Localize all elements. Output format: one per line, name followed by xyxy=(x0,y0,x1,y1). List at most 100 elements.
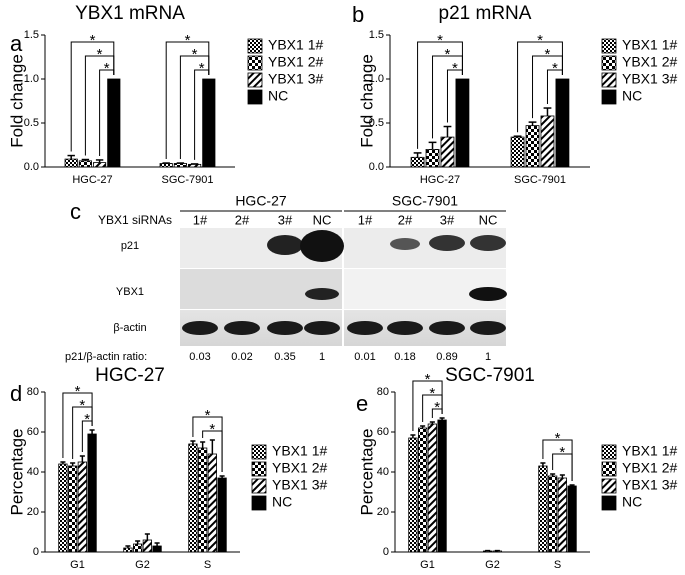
bar xyxy=(218,478,226,552)
y-tick-label: 0.0 xyxy=(24,161,39,173)
y-tick-label: 1.0 xyxy=(24,73,39,85)
y-tick-label: 0.0 xyxy=(369,161,384,173)
bar xyxy=(189,444,197,552)
y-tick-label: 0 xyxy=(383,546,389,558)
panel-letter: a xyxy=(10,31,23,56)
panel-letter: e xyxy=(356,391,368,416)
error-bar xyxy=(544,108,552,116)
y-tick-label: 40 xyxy=(377,466,389,478)
error-bar xyxy=(190,441,195,444)
significance-mark: * xyxy=(545,46,551,63)
bar xyxy=(78,462,86,552)
error-bar xyxy=(80,456,85,462)
panel-letter: c xyxy=(70,199,81,224)
error-bar xyxy=(514,136,522,137)
y-tick-label: 1.5 xyxy=(369,29,384,41)
significance-mark: * xyxy=(537,32,543,49)
x-tick-label: G2 xyxy=(135,559,150,570)
legend-label: YBX1 3# xyxy=(622,477,677,493)
blot-header: YBX1 siRNAs xyxy=(98,213,172,227)
bar xyxy=(568,486,576,552)
x-tick-label: S xyxy=(554,559,561,570)
bar xyxy=(511,137,524,167)
error-bar xyxy=(67,156,74,160)
significance-mark: * xyxy=(97,46,103,63)
significance-mark: * xyxy=(559,444,565,461)
legend-label: YBX1 2# xyxy=(268,54,323,70)
significance-mark: * xyxy=(90,32,96,49)
legend-label: YBX1 1# xyxy=(622,37,677,53)
bar xyxy=(438,420,446,552)
lane-label: NC xyxy=(313,212,332,227)
y-tick-label: 60 xyxy=(377,426,389,438)
significance-mark: * xyxy=(445,46,451,63)
error-bar xyxy=(70,463,75,466)
lane-label: 1# xyxy=(358,212,373,227)
chart-title: p21 mRNA xyxy=(439,3,532,24)
significance-mark: * xyxy=(434,399,440,416)
bar xyxy=(548,476,556,552)
error-bar xyxy=(429,142,437,149)
bar xyxy=(108,79,120,167)
y-tick-label: 0 xyxy=(33,546,39,558)
legend-swatch xyxy=(602,90,616,104)
legend-label: YBX1 2# xyxy=(622,460,677,476)
panel-letter: b xyxy=(352,2,364,27)
error-bar xyxy=(444,127,452,138)
bar xyxy=(143,540,151,552)
bar xyxy=(409,438,417,552)
bar xyxy=(153,546,161,552)
y-axis-label: Percentage xyxy=(7,429,26,516)
error-bar xyxy=(135,541,140,544)
legend-label: YBX1 2# xyxy=(272,460,327,476)
bar xyxy=(79,161,91,167)
bar xyxy=(558,478,566,552)
legend-swatch xyxy=(252,462,266,476)
ratio-value: 0.89 xyxy=(436,351,457,363)
significance-mark: * xyxy=(209,421,215,438)
band xyxy=(470,235,506,251)
error-bar xyxy=(145,534,150,540)
lane-label: 3# xyxy=(440,212,455,227)
bar xyxy=(68,466,76,552)
legend-label: YBX1 3# xyxy=(622,71,677,87)
y-tick-label: 0.5 xyxy=(24,117,39,129)
error-bar xyxy=(90,430,95,434)
x-tick-label: HGC-27 xyxy=(72,174,112,186)
bar xyxy=(93,163,105,167)
bar xyxy=(174,163,186,167)
bar xyxy=(526,126,539,167)
y-axis-label: Fold change xyxy=(357,54,376,148)
band xyxy=(429,235,465,251)
bar xyxy=(203,79,215,167)
y-tick-label: 80 xyxy=(27,386,39,398)
bar xyxy=(160,163,172,167)
bar xyxy=(541,116,554,167)
ratio-label: p21/β-actin ratio: xyxy=(65,351,147,363)
blot-images xyxy=(180,228,507,346)
significance-mark: * xyxy=(185,32,191,49)
legend-label: YBX1 3# xyxy=(272,477,327,493)
bar xyxy=(456,79,469,167)
y-tick-label: 20 xyxy=(377,506,389,518)
bar xyxy=(188,164,200,167)
legend-swatch xyxy=(602,496,616,510)
ratio-value: 0.18 xyxy=(394,351,415,363)
bar xyxy=(426,149,439,167)
legend-swatch xyxy=(602,445,616,459)
bar xyxy=(124,548,132,552)
legend-swatch xyxy=(252,496,266,510)
bar xyxy=(428,424,436,552)
legend-swatch xyxy=(248,56,262,70)
y-axis-label: Percentage xyxy=(357,429,376,516)
y-axis-label: Fold change xyxy=(7,54,26,148)
band xyxy=(390,238,420,250)
bar xyxy=(441,137,454,167)
error-bar xyxy=(210,440,215,454)
error-bar xyxy=(540,463,545,466)
legend-swatch xyxy=(602,479,616,493)
band xyxy=(469,287,507,301)
lane-label: 1# xyxy=(193,212,208,227)
legend-swatch xyxy=(252,479,266,493)
